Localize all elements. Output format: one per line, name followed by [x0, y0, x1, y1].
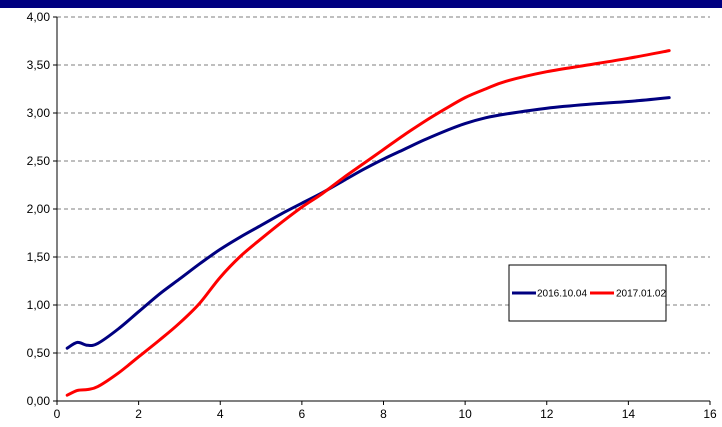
x-tick-labels: 0 2 4 6 8 10 12 14 16: [54, 407, 717, 421]
x-tick-label: 2: [135, 407, 142, 421]
series-line-2: [65, 49, 671, 397]
legend: 2016.10.04 2017.01.02: [508, 264, 667, 322]
y-tick-labels: 0,00 0,50 1,00 1,50 2,00 2,50 3,00 3,50 4,00: [27, 10, 51, 408]
series-layer: [65, 49, 671, 397]
x-tick-label: 0: [54, 407, 61, 421]
grid-lines: [57, 16, 710, 354]
top-bar: [0, 0, 722, 8]
x-tick-label: 10: [458, 407, 472, 421]
x-tick-label: 8: [380, 407, 387, 421]
x-tick-label: 6: [299, 407, 306, 421]
x-tick-label: 12: [540, 407, 554, 421]
legend-label: 2016.10.04: [537, 289, 587, 300]
y-tick-label: 0,50: [27, 346, 51, 360]
y-tick-label: 0,00: [27, 394, 51, 408]
axes: [53, 16, 711, 405]
series-line-1: [65, 96, 671, 350]
y-tick-label: 3,50: [27, 58, 51, 72]
y-tick-label: 1,00: [27, 298, 51, 312]
y-tick-label: 4,00: [27, 10, 51, 24]
legend-label: 2017.01.02: [616, 289, 666, 300]
y-tick-label: 2,50: [27, 154, 51, 168]
y-tick-label: 3,00: [27, 106, 51, 120]
y-tick-label: 1,50: [27, 250, 51, 264]
x-tick-label: 4: [217, 407, 224, 421]
x-tick-label: 14: [622, 407, 636, 421]
x-tick-label: 16: [703, 407, 717, 421]
y-tick-label: 2,00: [27, 202, 51, 216]
